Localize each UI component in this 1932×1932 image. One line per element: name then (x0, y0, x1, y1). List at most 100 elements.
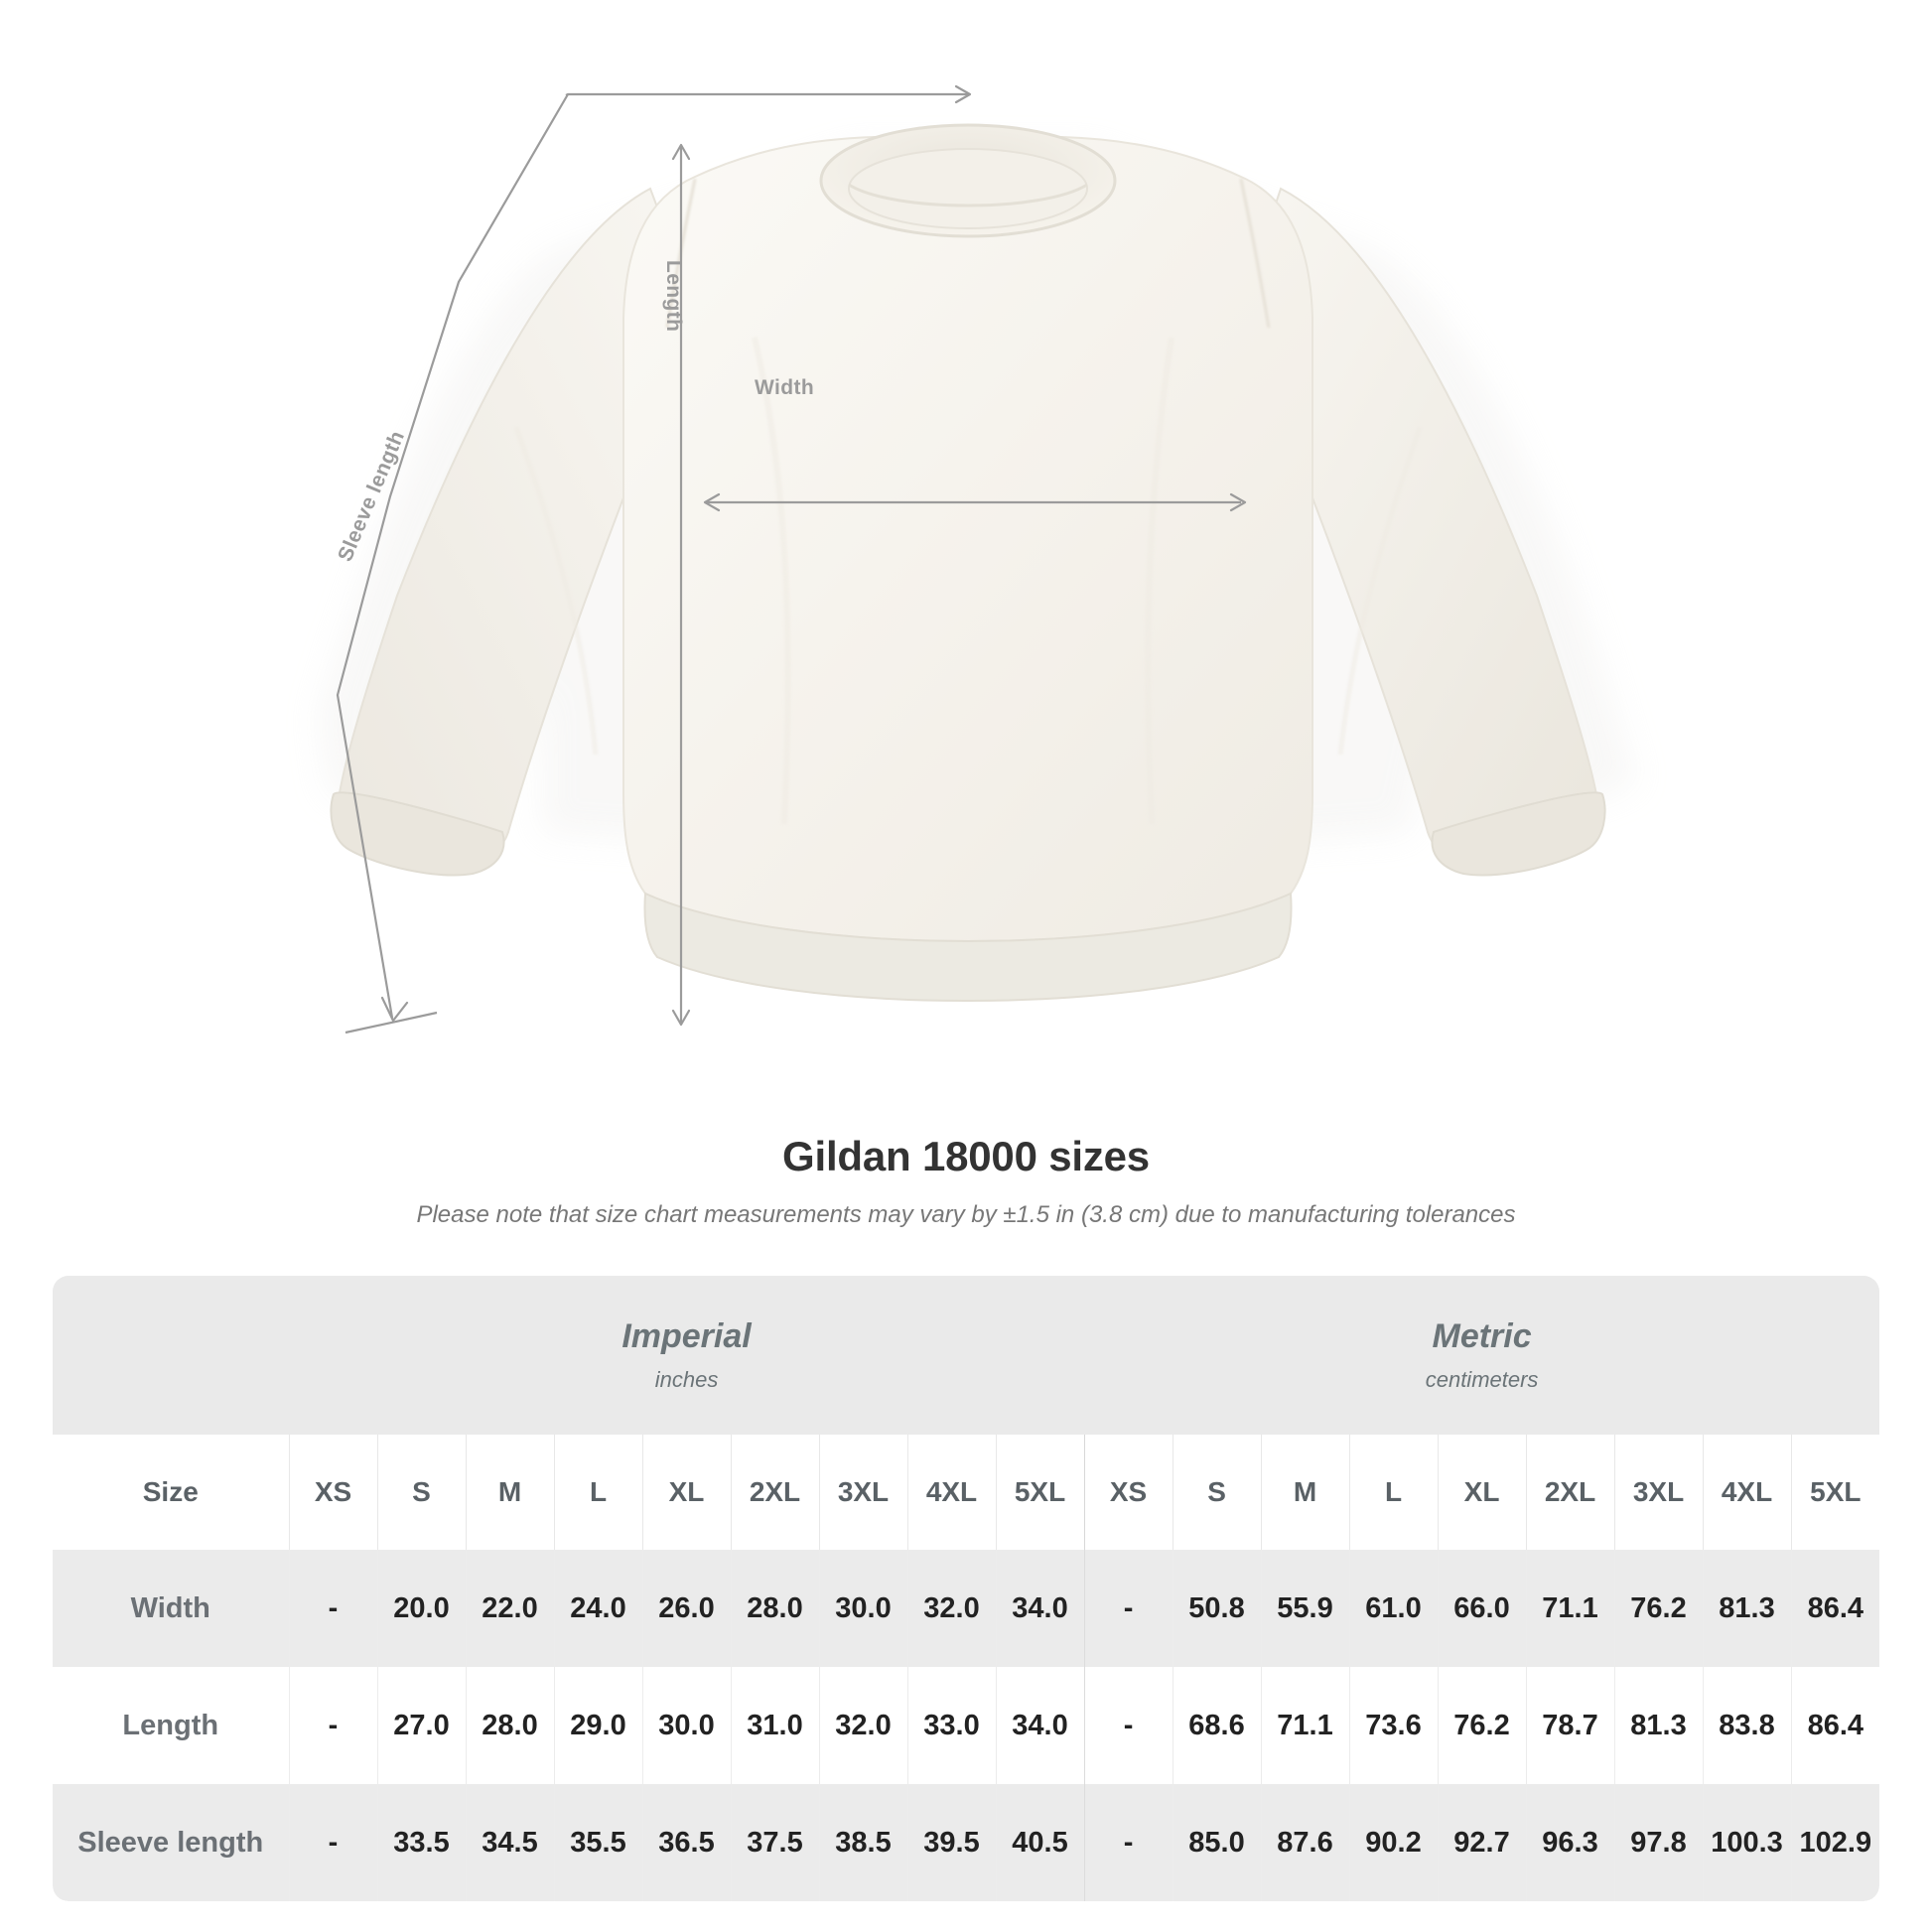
cell-length-metric-2xl: 78.7 (1525, 1667, 1615, 1784)
column-header-metric-4xl: 4XL (1702, 1435, 1792, 1550)
column-header-imperial-xl: XL (641, 1435, 731, 1550)
cell-sleeve-length-metric-xs: - (1083, 1784, 1173, 1901)
cell-sleeve-length-imperial-xl: 36.5 (641, 1784, 731, 1901)
size-chart-table: Imperial inches Metric centimeters Size XS S M L… (53, 1276, 1880, 1901)
cell-length-metric-s: 68.6 (1172, 1667, 1262, 1784)
cell-sleeve-length-metric-l: 90.2 (1348, 1784, 1439, 1901)
cell-length-metric-l: 73.6 (1348, 1667, 1439, 1784)
cell-width-metric-5xl: 86.4 (1790, 1550, 1880, 1667)
column-header-metric-2xl: 2XL (1525, 1435, 1615, 1550)
cell-width-metric-2xl: 71.1 (1525, 1550, 1615, 1667)
cell-length-imperial-3xl: 32.0 (818, 1667, 907, 1784)
cell-sleeve-length-metric-m: 87.6 (1260, 1784, 1350, 1901)
cell-length-metric-4xl: 83.8 (1702, 1667, 1792, 1784)
column-header-metric-l: L (1348, 1435, 1439, 1550)
cell-width-imperial-4xl: 32.0 (906, 1550, 996, 1667)
cell-width-imperial-m: 22.0 (465, 1550, 554, 1667)
cell-length-imperial-l: 29.0 (553, 1667, 642, 1784)
cell-width-metric-l: 61.0 (1348, 1550, 1439, 1667)
fabric-folds (513, 337, 1423, 825)
cell-sleeve-length-imperial-4xl: 39.5 (906, 1784, 996, 1901)
sleeve-length-line (336, 93, 569, 1019)
cell-sleeve-length-metric-2xl: 96.3 (1525, 1784, 1615, 1901)
cell-sleeve-length-metric-5xl: 102.9 (1790, 1784, 1880, 1901)
sleeve-leader-top (565, 92, 968, 96)
cell-width-imperial-5xl: 34.0 (995, 1550, 1085, 1667)
column-header-imperial-2xl: 2XL (730, 1435, 819, 1550)
collar-stitch (848, 183, 1088, 207)
cell-width-metric-m: 55.9 (1260, 1550, 1350, 1667)
chart-heading-block: Gildan 18000 sizes Please note that size… (0, 1132, 1932, 1231)
cell-length-imperial-xs: - (288, 1667, 377, 1784)
size-header-row: Size XS S M L XL 2XL 3XL 4XL 5XL XS S M L XL 2XL 3XL 4XL 5… (53, 1435, 1880, 1550)
annotation-label-width: Width (755, 376, 815, 399)
table-row: Width -20.0 22.0 24.0 26.0 28.0 30.0 32.0 34.0-5… (53, 1550, 1880, 1667)
chart-subtitle: Please note that size chart measurements… (416, 1201, 1516, 1229)
row-label-length: Length (53, 1667, 289, 1784)
cell-width-imperial-3xl: 30.0 (818, 1550, 907, 1667)
table-row: Sleeve length -33.5 34.5 35.5 36.5 37.5 38.5 39… (53, 1784, 1880, 1901)
sleeve-base-tick (345, 1011, 438, 1035)
unit-group-subtitle: centimeters (1425, 1366, 1539, 1392)
cell-length-metric-xs: - (1083, 1667, 1173, 1784)
column-header-metric-s: S (1172, 1435, 1262, 1550)
cell-sleeve-length-imperial-l: 35.5 (553, 1784, 642, 1901)
cell-sleeve-length-imperial-xs: - (288, 1784, 377, 1901)
cell-sleeve-length-imperial-3xl: 38.5 (818, 1784, 907, 1901)
cell-length-imperial-2xl: 31.0 (730, 1667, 819, 1784)
cell-width-metric-xs: - (1083, 1550, 1173, 1667)
cell-width-metric-3xl: 76.2 (1613, 1550, 1704, 1667)
cell-length-imperial-xl: 30.0 (641, 1667, 731, 1784)
column-header-metric-5xl: 5XL (1790, 1435, 1880, 1550)
collar-inner (848, 148, 1088, 229)
cell-width-imperial-xl: 26.0 (641, 1550, 731, 1667)
cell-sleeve-length-imperial-s: 33.5 (376, 1784, 466, 1901)
cell-width-metric-xl: 66.0 (1437, 1550, 1527, 1667)
cell-length-imperial-s: 27.0 (376, 1667, 466, 1784)
unit-group-name: Imperial (621, 1317, 752, 1356)
cell-width-imperial-s: 20.0 (376, 1550, 466, 1667)
table-row: Length -27.0 28.0 29.0 30.0 31.0 32.0 33.0 34.0-… (53, 1667, 1880, 1784)
row-label-width: Width (53, 1550, 289, 1667)
cell-length-imperial-m: 28.0 (465, 1667, 554, 1784)
right-shoulder-seam (1239, 178, 1271, 329)
cell-sleeve-length-metric-4xl: 100.3 (1702, 1784, 1792, 1901)
cell-sleeve-length-metric-xl: 92.7 (1437, 1784, 1527, 1901)
sleeve-arrow-bottom (380, 996, 409, 1023)
column-header-imperial-m: M (465, 1435, 554, 1550)
column-header-metric-xl: XL (1437, 1435, 1527, 1550)
column-header-imperial-xs: XS (288, 1435, 377, 1550)
product-photo-area: Length Width Sleeve length (318, 84, 1638, 1035)
cell-sleeve-length-metric-s: 85.0 (1172, 1784, 1262, 1901)
length-arrow-bottom (671, 1009, 691, 1027)
unit-group-metric: Metric centimeters (1084, 1276, 1880, 1435)
left-cuff (330, 791, 505, 877)
right-cuff (1431, 791, 1606, 877)
column-header-imperial-l: L (553, 1435, 642, 1550)
length-arrow-top (671, 143, 691, 161)
cell-width-metric-s: 50.8 (1172, 1550, 1262, 1667)
sweatshirt-illustration (318, 84, 1638, 1035)
cell-width-imperial-2xl: 28.0 (730, 1550, 819, 1667)
width-arrow-left (703, 492, 721, 512)
column-header-metric-xs: XS (1083, 1435, 1173, 1550)
cell-length-metric-5xl: 86.4 (1790, 1667, 1880, 1784)
bottom-hem (643, 892, 1293, 1003)
chart-title: Gildan 18000 sizes (782, 1133, 1150, 1179)
cell-sleeve-length-metric-3xl: 97.8 (1613, 1784, 1704, 1901)
measurement-lines (336, 84, 1247, 1035)
size-table-wrapper: Imperial inches Metric centimeters Size XS S M L… (53, 1276, 1880, 1901)
sweatshirt-body (622, 136, 1313, 943)
column-header-imperial-s: S (376, 1435, 466, 1550)
column-header-size: Size (53, 1435, 289, 1550)
cell-width-imperial-xs: - (288, 1550, 377, 1667)
column-header-imperial-5xl: 5XL (995, 1435, 1085, 1550)
cell-sleeve-length-imperial-m: 34.5 (465, 1784, 554, 1901)
unit-group-subtitle: inches (654, 1366, 719, 1392)
sleeve-arrow-top (954, 84, 972, 104)
unit-group-name: Metric (1432, 1317, 1532, 1356)
cell-length-imperial-5xl: 34.0 (995, 1667, 1085, 1784)
column-header-imperial-4xl: 4XL (906, 1435, 996, 1550)
unit-group-header-row: Imperial inches Metric centimeters (53, 1276, 1880, 1435)
